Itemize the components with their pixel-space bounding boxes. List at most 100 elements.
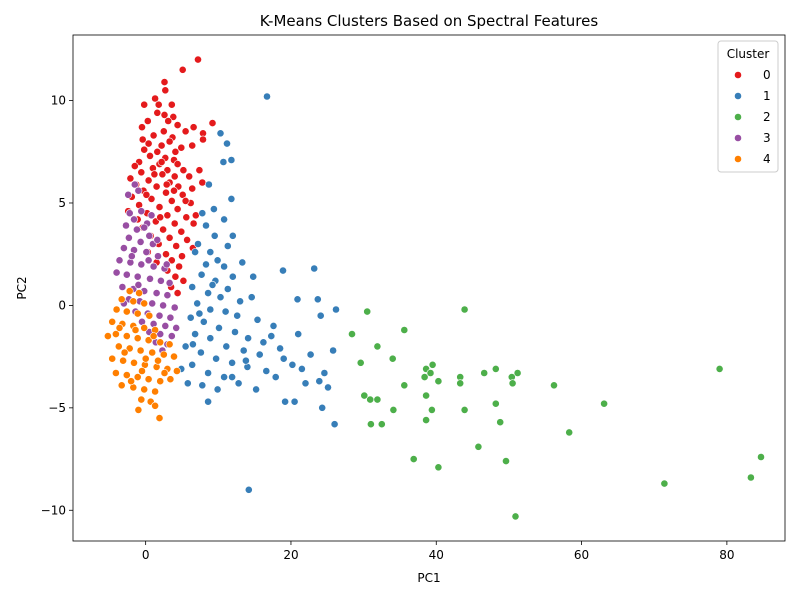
point-cluster-0-85 — [171, 272, 180, 281]
legend-marker-3 — [734, 134, 742, 142]
point-cluster-2-29 — [460, 405, 469, 414]
point-cluster-0-26 — [153, 147, 162, 156]
point-cluster-0-101 — [153, 108, 162, 117]
legend-label-4: 4 — [763, 152, 771, 166]
point-cluster-1-25 — [197, 270, 206, 279]
point-cluster-3-17 — [115, 256, 124, 265]
point-cluster-0-40 — [158, 170, 167, 179]
y-tick-label: −5 — [48, 401, 66, 415]
y-axis-label: PC2 — [15, 276, 29, 299]
point-cluster-1-34 — [313, 295, 322, 304]
point-cluster-1-1 — [216, 129, 225, 138]
point-cluster-1-72 — [324, 383, 332, 392]
point-cluster-0-50 — [188, 184, 197, 193]
point-cluster-0-11 — [143, 117, 152, 125]
point-cluster-1-14 — [194, 240, 202, 248]
point-cluster-1-55 — [279, 354, 288, 363]
point-cluster-0-41 — [170, 172, 179, 181]
point-cluster-1-54 — [255, 350, 264, 359]
point-cluster-1-43 — [316, 311, 325, 320]
x-axis: 0 20 40 60 80 — [142, 541, 735, 562]
point-cluster-1-13 — [223, 242, 232, 250]
series-4 — [104, 287, 181, 422]
point-cluster-2-32 — [377, 420, 386, 429]
point-cluster-3-59 — [147, 211, 156, 220]
point-cluster-1-65 — [188, 360, 197, 369]
point-cluster-0-98 — [165, 137, 174, 146]
point-cluster-2-25 — [422, 391, 430, 400]
point-cluster-1-10 — [202, 221, 210, 230]
point-cluster-2-30 — [600, 399, 608, 408]
point-cluster-3-45 — [172, 323, 181, 332]
point-cluster-1-53 — [239, 346, 248, 355]
point-cluster-1-71 — [301, 379, 310, 388]
point-cluster-0-92 — [142, 190, 151, 199]
point-cluster-4-7 — [133, 309, 142, 318]
point-cluster-0-13 — [173, 121, 182, 129]
point-cluster-0-67 — [170, 219, 179, 228]
point-cluster-3-22 — [112, 268, 121, 277]
legend-marker-2 — [734, 113, 742, 121]
point-cluster-2-24 — [373, 395, 382, 404]
point-cluster-1-44 — [186, 313, 195, 322]
point-cluster-1-24 — [310, 264, 319, 273]
point-cluster-1-68 — [234, 379, 243, 388]
point-cluster-3-1 — [124, 190, 133, 199]
point-cluster-4-21 — [114, 342, 123, 351]
point-cluster-1-42 — [294, 330, 303, 338]
point-cluster-1-8 — [209, 205, 218, 213]
point-cluster-0-14 — [208, 119, 217, 127]
point-cluster-1-41 — [269, 321, 278, 330]
point-cluster-0-100 — [177, 143, 186, 152]
point-cluster-1-64 — [320, 369, 329, 377]
point-cluster-2-39 — [434, 463, 443, 472]
point-cluster-0-44 — [144, 176, 153, 185]
point-cluster-0-95 — [181, 196, 190, 205]
point-cluster-4-50 — [131, 326, 140, 334]
point-cluster-2-6 — [388, 354, 397, 363]
x-tick-label: 20 — [283, 548, 298, 562]
point-cluster-2-18 — [456, 379, 465, 388]
point-cluster-1-66 — [204, 369, 212, 377]
point-cluster-2-10 — [491, 364, 500, 373]
point-cluster-0-68 — [189, 219, 198, 228]
point-cluster-0-56 — [167, 196, 176, 205]
point-cluster-2-38 — [502, 457, 510, 465]
point-cluster-2-37 — [409, 455, 418, 463]
point-cluster-4-36 — [133, 373, 142, 381]
point-cluster-3-9 — [145, 231, 154, 240]
point-cluster-1-56 — [306, 350, 315, 359]
point-cluster-0-33 — [173, 160, 182, 168]
point-cluster-4-4 — [140, 299, 149, 308]
point-cluster-0-59 — [155, 203, 164, 211]
point-cluster-2-40 — [757, 453, 765, 461]
point-cluster-3-31 — [152, 289, 161, 297]
point-cluster-3-56 — [140, 223, 149, 232]
point-cluster-3-16 — [154, 252, 162, 261]
point-cluster-3-3 — [125, 209, 134, 218]
point-cluster-4-20 — [104, 332, 112, 340]
point-cluster-0-42 — [185, 172, 194, 181]
point-cluster-4-24 — [148, 348, 157, 357]
point-cluster-0-89 — [157, 158, 166, 166]
point-cluster-4-28 — [119, 356, 127, 365]
point-cluster-0-73 — [165, 233, 174, 242]
point-cluster-4-26 — [170, 352, 178, 361]
point-cluster-0-79 — [162, 250, 170, 259]
plot-frame — [72, 34, 786, 542]
point-cluster-4-23 — [136, 346, 145, 355]
point-cluster-1-21 — [228, 272, 237, 281]
point-cluster-0-12 — [164, 117, 173, 125]
point-cluster-1-18 — [191, 248, 199, 256]
point-cluster-4-17 — [144, 336, 153, 345]
point-cluster-4-25 — [159, 350, 168, 359]
point-cluster-2-34 — [496, 418, 505, 427]
point-cluster-1-82 — [181, 342, 190, 351]
y-tick-label: 10 — [51, 94, 66, 108]
point-cluster-1-69 — [252, 385, 260, 394]
point-cluster-1-31 — [236, 297, 244, 306]
point-cluster-1-89 — [267, 332, 276, 340]
point-cluster-1-86 — [195, 309, 204, 318]
point-cluster-0-43 — [126, 174, 135, 183]
point-cluster-1-73 — [198, 381, 207, 390]
